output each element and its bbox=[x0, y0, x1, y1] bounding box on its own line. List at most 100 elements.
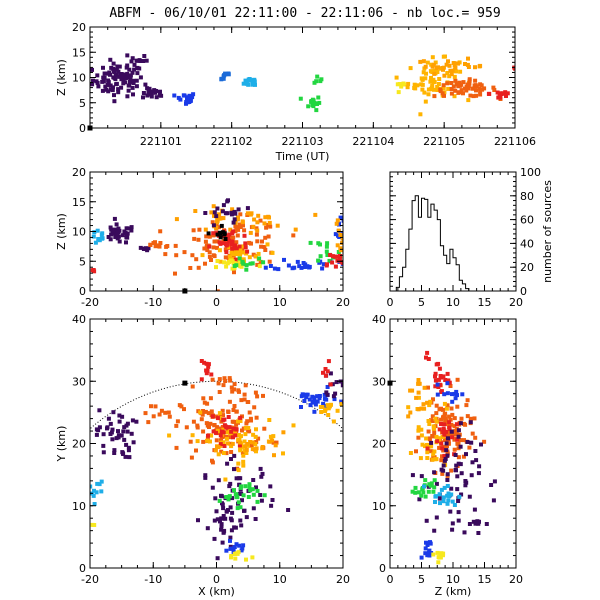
source-point bbox=[456, 499, 461, 503]
source-point bbox=[191, 419, 196, 424]
source-point bbox=[111, 61, 116, 66]
source-point bbox=[214, 265, 218, 270]
source-point bbox=[234, 409, 239, 414]
source-point bbox=[245, 211, 250, 216]
source-point bbox=[233, 556, 238, 561]
source-point bbox=[215, 245, 219, 250]
source-point bbox=[111, 410, 116, 415]
source-point bbox=[243, 484, 248, 489]
source-point bbox=[439, 441, 444, 446]
source-point bbox=[441, 463, 446, 468]
source-point bbox=[112, 448, 117, 453]
y-tick-label: 20 bbox=[520, 261, 534, 274]
source-point bbox=[429, 418, 433, 423]
source-point bbox=[129, 228, 134, 233]
source-point bbox=[416, 490, 421, 495]
source-point bbox=[221, 413, 225, 418]
source-point bbox=[232, 209, 237, 214]
source-point bbox=[426, 429, 431, 434]
source-point bbox=[224, 495, 229, 499]
source-point bbox=[450, 68, 455, 73]
source-point bbox=[215, 416, 220, 421]
source-point bbox=[152, 88, 157, 93]
source-point bbox=[237, 492, 242, 496]
source-point bbox=[455, 377, 460, 382]
source-point bbox=[423, 99, 428, 104]
source-point bbox=[315, 399, 320, 404]
source-point bbox=[248, 212, 253, 217]
source-point bbox=[129, 59, 134, 64]
source-point bbox=[329, 402, 333, 407]
y-tick-label: 30 bbox=[372, 375, 386, 388]
source-point bbox=[116, 69, 121, 74]
source-point bbox=[224, 436, 229, 441]
source-point bbox=[430, 414, 435, 419]
source-point bbox=[241, 543, 246, 548]
source-point bbox=[242, 233, 247, 238]
source-point bbox=[129, 431, 134, 436]
source-point bbox=[265, 242, 270, 247]
source-point bbox=[434, 419, 439, 424]
source-point bbox=[325, 369, 330, 374]
source-point bbox=[217, 248, 222, 253]
source-point bbox=[217, 212, 222, 217]
source-point bbox=[250, 440, 255, 445]
source-point bbox=[122, 229, 127, 234]
x-tick-label: 221103 bbox=[282, 135, 324, 148]
source-point bbox=[446, 59, 450, 64]
source-point bbox=[247, 410, 252, 415]
source-point bbox=[131, 78, 136, 83]
source-point bbox=[112, 99, 117, 104]
source-point bbox=[424, 518, 429, 523]
source-point bbox=[266, 223, 271, 227]
source-point bbox=[145, 93, 150, 98]
source-point bbox=[116, 90, 121, 95]
source-point bbox=[108, 421, 113, 426]
source-point bbox=[106, 78, 111, 83]
source-point bbox=[431, 424, 436, 429]
source-point bbox=[272, 453, 276, 458]
source-point bbox=[205, 401, 210, 406]
source-point bbox=[408, 410, 413, 415]
source-point bbox=[434, 434, 439, 439]
source-point bbox=[230, 441, 235, 446]
source-point bbox=[440, 446, 445, 451]
source-point bbox=[425, 446, 430, 451]
source-point bbox=[437, 496, 442, 501]
source-point bbox=[454, 432, 459, 436]
source-point bbox=[268, 224, 273, 229]
source-point bbox=[423, 64, 428, 69]
source-point bbox=[442, 458, 447, 463]
source-point bbox=[188, 439, 193, 444]
x-axis-label: Time (UT) bbox=[275, 150, 330, 163]
source-point bbox=[458, 83, 463, 88]
source-point bbox=[416, 435, 421, 440]
source-point bbox=[446, 440, 451, 445]
source-point bbox=[231, 435, 235, 440]
source-point bbox=[243, 78, 248, 83]
source-point bbox=[321, 370, 325, 375]
source-point bbox=[438, 553, 443, 558]
source-point bbox=[450, 435, 455, 440]
figure-title: ABFM - 06/10/01 22:11:00 - 22:11:06 - nb… bbox=[109, 6, 500, 21]
source-point bbox=[220, 429, 224, 434]
source-point bbox=[443, 378, 448, 382]
source-point bbox=[232, 404, 237, 408]
source-point bbox=[220, 209, 225, 214]
source-point bbox=[253, 442, 258, 447]
source-point bbox=[174, 445, 179, 450]
source-point bbox=[236, 388, 241, 393]
source-point bbox=[243, 425, 248, 430]
source-point bbox=[106, 71, 111, 76]
source-point bbox=[431, 452, 436, 457]
source-point bbox=[408, 388, 413, 393]
source-point bbox=[273, 443, 278, 448]
source-point bbox=[437, 366, 442, 371]
source-point bbox=[214, 509, 219, 514]
source-point bbox=[299, 405, 303, 409]
source-point bbox=[222, 423, 227, 428]
source-point bbox=[221, 216, 226, 221]
source-point bbox=[122, 437, 127, 442]
source-point bbox=[455, 487, 460, 492]
source-point bbox=[271, 434, 276, 439]
